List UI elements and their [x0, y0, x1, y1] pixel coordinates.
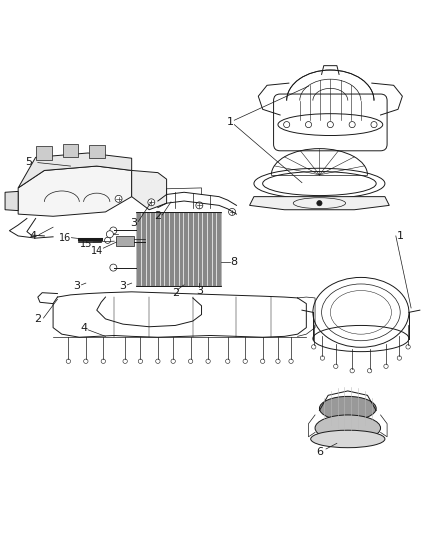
Text: 4: 4	[30, 231, 37, 241]
Text: 2: 2	[172, 288, 179, 298]
Bar	[136, 212, 221, 286]
Circle shape	[196, 202, 203, 209]
Circle shape	[148, 199, 155, 206]
Circle shape	[155, 359, 160, 364]
Circle shape	[138, 359, 143, 364]
Circle shape	[317, 200, 322, 206]
Text: 1: 1	[397, 231, 404, 241]
Circle shape	[243, 359, 247, 364]
Text: 3: 3	[196, 286, 203, 295]
Text: 14: 14	[91, 246, 103, 256]
Circle shape	[84, 359, 88, 364]
Text: 8: 8	[231, 257, 238, 267]
Ellipse shape	[315, 415, 381, 441]
Text: 1: 1	[226, 117, 233, 127]
Circle shape	[106, 231, 113, 238]
Polygon shape	[5, 191, 18, 211]
Text: 2: 2	[34, 314, 41, 324]
Bar	[63, 144, 78, 157]
Circle shape	[110, 264, 117, 271]
Bar	[117, 236, 134, 246]
Text: 4: 4	[80, 322, 87, 333]
Text: 3: 3	[131, 218, 138, 228]
Circle shape	[261, 359, 265, 364]
Polygon shape	[18, 166, 132, 216]
Circle shape	[188, 359, 193, 364]
Ellipse shape	[319, 397, 376, 421]
Circle shape	[101, 359, 106, 364]
Circle shape	[276, 359, 280, 364]
Polygon shape	[132, 171, 166, 210]
Polygon shape	[250, 197, 389, 210]
Circle shape	[226, 359, 230, 364]
Text: 3: 3	[74, 281, 81, 291]
Text: 3: 3	[120, 281, 127, 291]
Text: 15: 15	[80, 239, 92, 249]
Circle shape	[206, 359, 210, 364]
Text: 5: 5	[25, 157, 32, 167]
Bar	[36, 147, 52, 159]
Polygon shape	[18, 153, 132, 188]
Circle shape	[115, 195, 122, 203]
Bar	[89, 145, 105, 158]
Text: 16: 16	[59, 233, 71, 243]
Circle shape	[289, 359, 293, 364]
Text: 6: 6	[316, 447, 323, 457]
Ellipse shape	[311, 430, 385, 448]
Circle shape	[105, 237, 111, 244]
Text: 2: 2	[154, 211, 162, 221]
Circle shape	[110, 227, 117, 234]
Circle shape	[229, 208, 236, 215]
Circle shape	[66, 359, 71, 364]
Circle shape	[123, 359, 127, 364]
Circle shape	[171, 359, 175, 364]
